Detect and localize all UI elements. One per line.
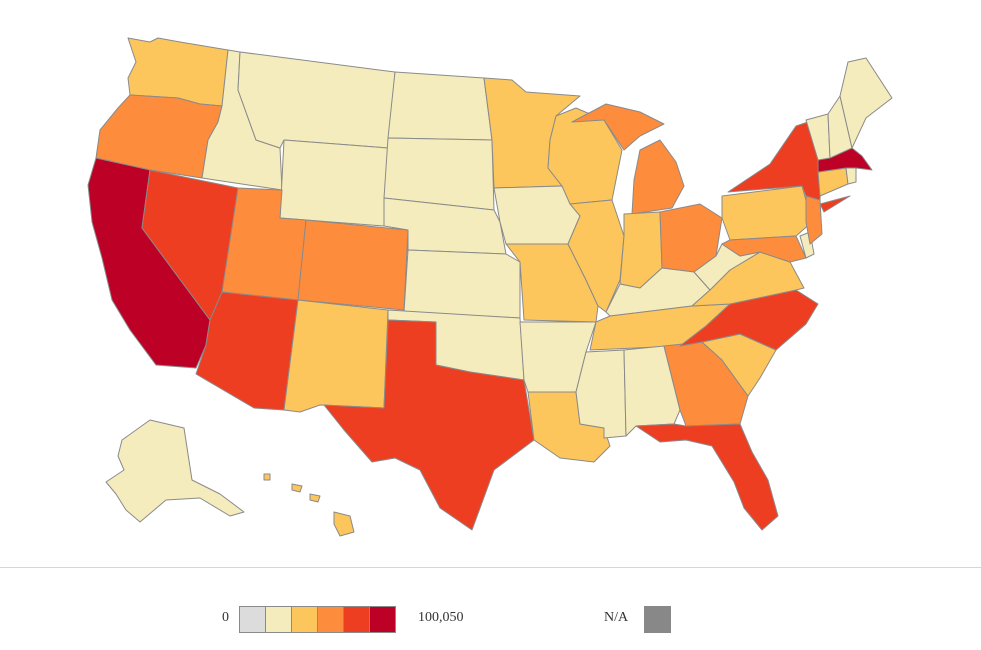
legend-swatch-bin3 [317, 606, 344, 633]
legend-swatches [239, 606, 396, 633]
map-legend: 0 100,050 N/A [0, 600, 981, 640]
state-north-dakota[interactable] [387, 71, 493, 141]
state-kansas[interactable] [403, 249, 521, 319]
legend-swatch-bin1 [265, 606, 292, 633]
state-south-dakota[interactable] [383, 137, 495, 211]
state-new-jersey[interactable] [805, 195, 823, 245]
state-wisconsin[interactable] [547, 107, 623, 205]
legend-swatch-bin4 [343, 606, 370, 633]
state-illinois[interactable] [567, 199, 625, 313]
state-wyoming[interactable] [279, 139, 389, 227]
state-florida[interactable] [635, 423, 779, 531]
legend-na-label: N/A [604, 610, 629, 625]
legend-swatch-bin5 [369, 606, 396, 633]
state-connecticut[interactable] [817, 167, 849, 197]
state-colorado[interactable] [297, 219, 409, 311]
state-mississippi[interactable] [575, 349, 627, 439]
legend-swatch-bin0 [239, 606, 266, 633]
state-maine[interactable] [839, 57, 893, 149]
state-new-mexico[interactable] [283, 299, 389, 413]
state-north-carolina[interactable] [679, 289, 819, 351]
state-maryland[interactable] [721, 235, 807, 263]
state-alaska[interactable] [105, 419, 245, 523]
legend-min-label: 0 [222, 610, 229, 625]
state-michigan[interactable] [571, 103, 685, 215]
state-montana[interactable] [237, 51, 396, 149]
legend-swatch-bin2 [291, 606, 318, 633]
state-texas[interactable] [323, 319, 535, 531]
state-hawaii[interactable] [263, 473, 355, 537]
state-pennsylvania[interactable] [721, 185, 813, 241]
state-massachusetts[interactable] [817, 147, 873, 173]
us-choropleth-map [87, 37, 893, 537]
legend-max-label: 100,050 [418, 610, 464, 625]
legend-na-swatch [644, 606, 671, 633]
legend-divider [0, 567, 981, 568]
state-rhode-island[interactable] [845, 167, 857, 185]
